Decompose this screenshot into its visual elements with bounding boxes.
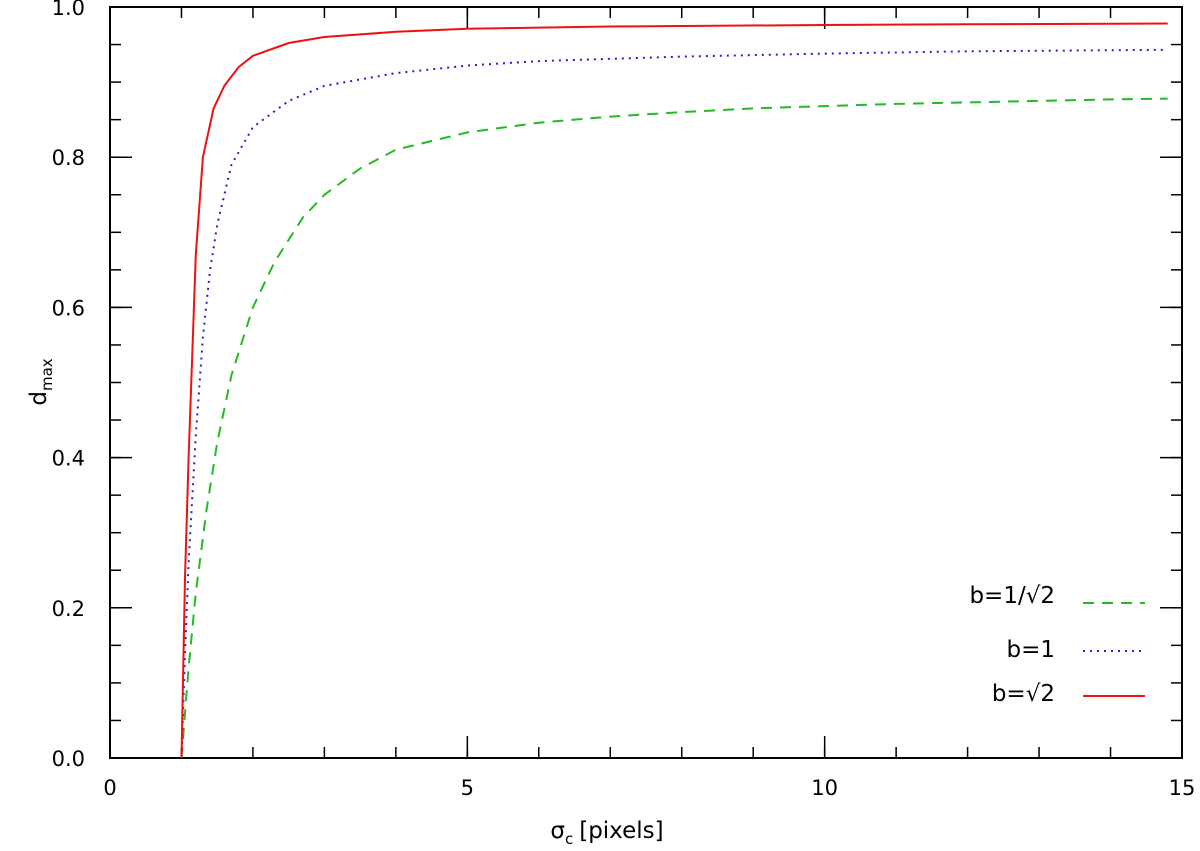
x-axis-label: σc [pixels] [550, 818, 663, 848]
y-tick-label: 0.6 [52, 296, 85, 320]
legend: b=1/√2 b=1 b=√2 [969, 583, 1145, 707]
y-axis-label-subscript: max [38, 358, 56, 391]
x-axis-label-unit: [pixels] [579, 818, 663, 844]
major-ticks [109, 6, 1183, 759]
series-line-1 [180, 48, 1168, 759]
y-tick-label: 0.2 [52, 597, 85, 621]
tick-labels: 0 5 10 15 0.0 0.2 0.4 0.6 0.8 1.0 [52, 0, 1196, 800]
y-tick-label: 1.0 [52, 0, 85, 20]
y-tick-label: 0.8 [52, 146, 85, 170]
y-axis-label-main: d [26, 391, 52, 406]
series-line-2 [180, 22, 1168, 759]
x-axis-label-symbol: σ [550, 818, 565, 844]
legend-label-2: b=√2 [992, 681, 1055, 707]
x-tick-label: 15 [1169, 776, 1196, 800]
y-tick-label: 0.0 [52, 747, 85, 771]
x-tick-label: 5 [461, 776, 474, 800]
x-axis-label-subscript: c [565, 830, 573, 848]
legend-label-1: b=1 [1006, 637, 1055, 663]
y-tick-label: 0.4 [52, 447, 85, 471]
x-tick-label: 0 [103, 776, 116, 800]
series-line-0 [180, 97, 1168, 759]
x-tick-label: 10 [811, 776, 838, 800]
series-lines [180, 22, 1168, 759]
legend-label-0: b=1/√2 [969, 583, 1055, 609]
y-axis-label: dmax [26, 358, 56, 405]
